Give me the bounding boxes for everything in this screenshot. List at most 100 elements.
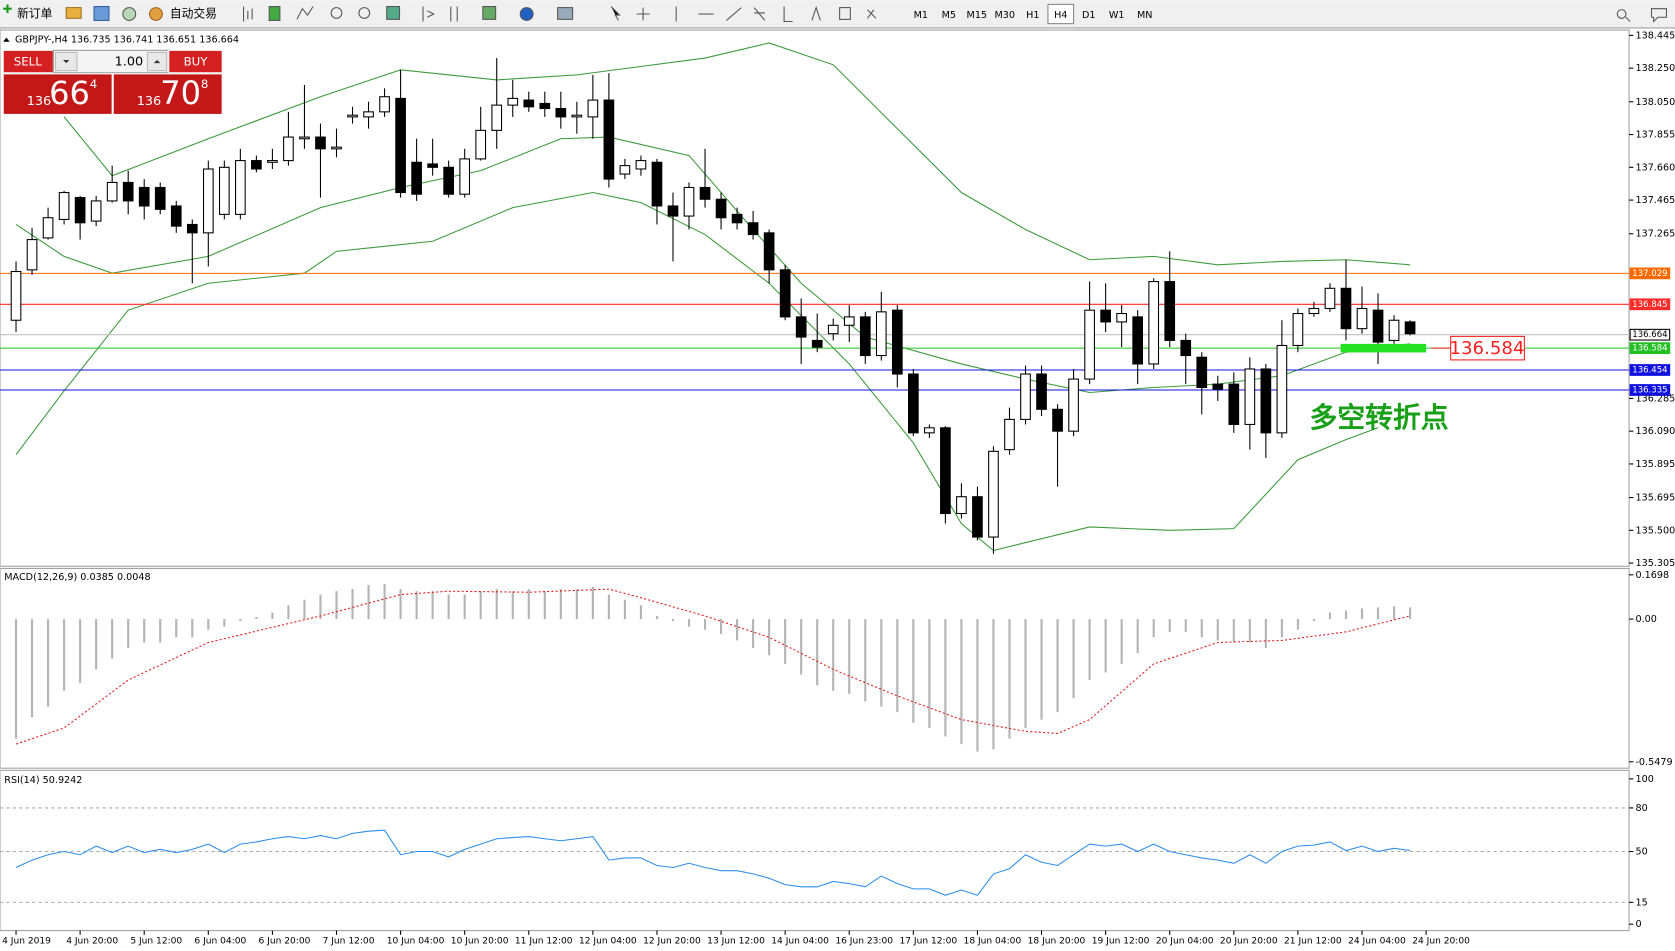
candle-body [747, 222, 759, 236]
x-tick-label: 20 Jun 04:00 [1156, 937, 1214, 947]
candle-body [1100, 309, 1111, 323]
x-tick-label: 6 Jun 04:00 [194, 937, 246, 947]
candle-body [1356, 307, 1368, 330]
buy-price-point: 8 [201, 77, 208, 91]
candle-body [603, 99, 615, 180]
candle-body [1340, 287, 1352, 330]
y-tick-label: 138.445 [1635, 30, 1675, 41]
timeframe-button[interactable]: W1 [1109, 10, 1125, 21]
candle-body [779, 269, 791, 318]
x-tick-label: 17 Jun 12:00 [899, 937, 957, 947]
buy-button[interactable] [168, 49, 223, 74]
candle-body [667, 205, 679, 217]
candle-body [571, 114, 583, 118]
candle-body [267, 160, 278, 163]
candle-body [283, 136, 294, 162]
candle-body [699, 186, 711, 200]
candle-body [859, 316, 871, 357]
candle-body [539, 102, 551, 110]
macd-frame [0, 567, 1630, 769]
level-label-box [1629, 342, 1671, 355]
macd-tick-label: -0.5479 [1635, 757, 1672, 768]
x-tick-label: 18 Jun 20:00 [1028, 937, 1086, 947]
auto-trading-button[interactable]: 自动交易 [170, 7, 217, 21]
candle-body [1180, 339, 1192, 357]
candle-body [1404, 321, 1416, 335]
turning-point-bar [1340, 343, 1427, 353]
y-tick-label: 138.250 [1635, 63, 1675, 74]
x-tick-label: 16 Jun 23:00 [835, 937, 893, 947]
y-tick-label: 135.305 [1635, 558, 1675, 569]
candle-body [683, 186, 695, 217]
x-tick-label: 6 Jun 20:00 [259, 937, 311, 947]
y-tick-label: 136.285 [1635, 393, 1675, 404]
level-label: 136.454 [1632, 365, 1667, 375]
buy-label: BUY [184, 55, 209, 69]
candle-body [218, 166, 230, 215]
sell-price-big: 136 [27, 94, 51, 109]
bollinger-band [15, 191, 1379, 552]
timeframe-button[interactable]: M30 [995, 10, 1016, 21]
macd-label: MACD(12,26,9) 0.0385 0.0048 [4, 572, 150, 583]
candle-body [587, 99, 599, 118]
level-label: 137.029 [1632, 269, 1667, 279]
x-tick-label: 12 Jun 20:00 [643, 937, 701, 947]
macd-signal [15, 588, 1411, 745]
candle-body [1148, 281, 1160, 365]
y-tick-label: 136.090 [1635, 426, 1675, 437]
sell-price-box[interactable] [2, 73, 113, 115]
level-label-box [1629, 328, 1671, 341]
candle-body [1084, 309, 1095, 380]
candle-body [138, 186, 150, 207]
candle-body [795, 316, 807, 338]
x-tick-label: 10 Jun 04:00 [387, 937, 445, 947]
candle-body [1260, 368, 1272, 434]
timeframe-button[interactable]: D1 [1082, 10, 1096, 21]
x-tick-label: 12 Jun 04:00 [579, 937, 637, 947]
lot-value: 1.00 [115, 55, 144, 70]
candle-body [988, 450, 999, 538]
candle-body [10, 270, 22, 321]
candle-body [1020, 373, 1031, 420]
candle-body [956, 496, 967, 515]
y-tick-label: 135.500 [1635, 525, 1675, 536]
candle-body [299, 136, 310, 140]
level-label-box [1629, 267, 1671, 280]
candle-body [1228, 383, 1240, 425]
candle-body [411, 161, 422, 195]
level-label-box [1629, 364, 1671, 376]
timeframe-button[interactable]: M1 [914, 10, 928, 21]
buy-price-box[interactable] [112, 73, 223, 115]
candle-body [42, 217, 54, 239]
rsi-tick-label: 0 [1635, 919, 1641, 930]
rsi-tick-label: 80 [1635, 803, 1647, 814]
x-tick-label: 11 Jun 12:00 [515, 937, 573, 947]
timeframe-button[interactable]: M5 [942, 10, 956, 21]
candle-body [58, 191, 70, 220]
x-tick-label: 19 Jun 12:00 [1092, 937, 1150, 947]
candle-body [379, 96, 390, 113]
timeframe-button[interactable]: H4 [1054, 10, 1067, 21]
sell-label: SELL [14, 55, 42, 69]
level-label: 136.664 [1632, 330, 1667, 340]
level-label-box [1629, 298, 1671, 311]
candle-body [811, 339, 823, 348]
toolbar-icons [3, 4, 1667, 23]
level-label: 136.335 [1632, 385, 1667, 395]
new-order-button[interactable]: 新订单 [17, 7, 52, 21]
timeframe-button[interactable]: M15 [967, 10, 988, 21]
annotation-text: 多空转折点 [1310, 401, 1449, 434]
rsi-tick-label: 100 [1635, 774, 1653, 785]
timeframe-button[interactable]: H1 [1026, 10, 1039, 21]
x-tick-label: 21 Jun 12:00 [1284, 937, 1342, 947]
candle-body [106, 181, 118, 202]
trade-panel [2, 49, 223, 115]
candle-body [90, 200, 102, 222]
y-tick-label: 137.855 [1635, 130, 1675, 141]
y-tick-label: 137.465 [1635, 195, 1675, 206]
timeframe-button[interactable]: MN [1137, 10, 1152, 21]
candle-body [347, 114, 358, 118]
sell-price-point: 4 [90, 77, 97, 91]
header-arrow [3, 37, 10, 42]
